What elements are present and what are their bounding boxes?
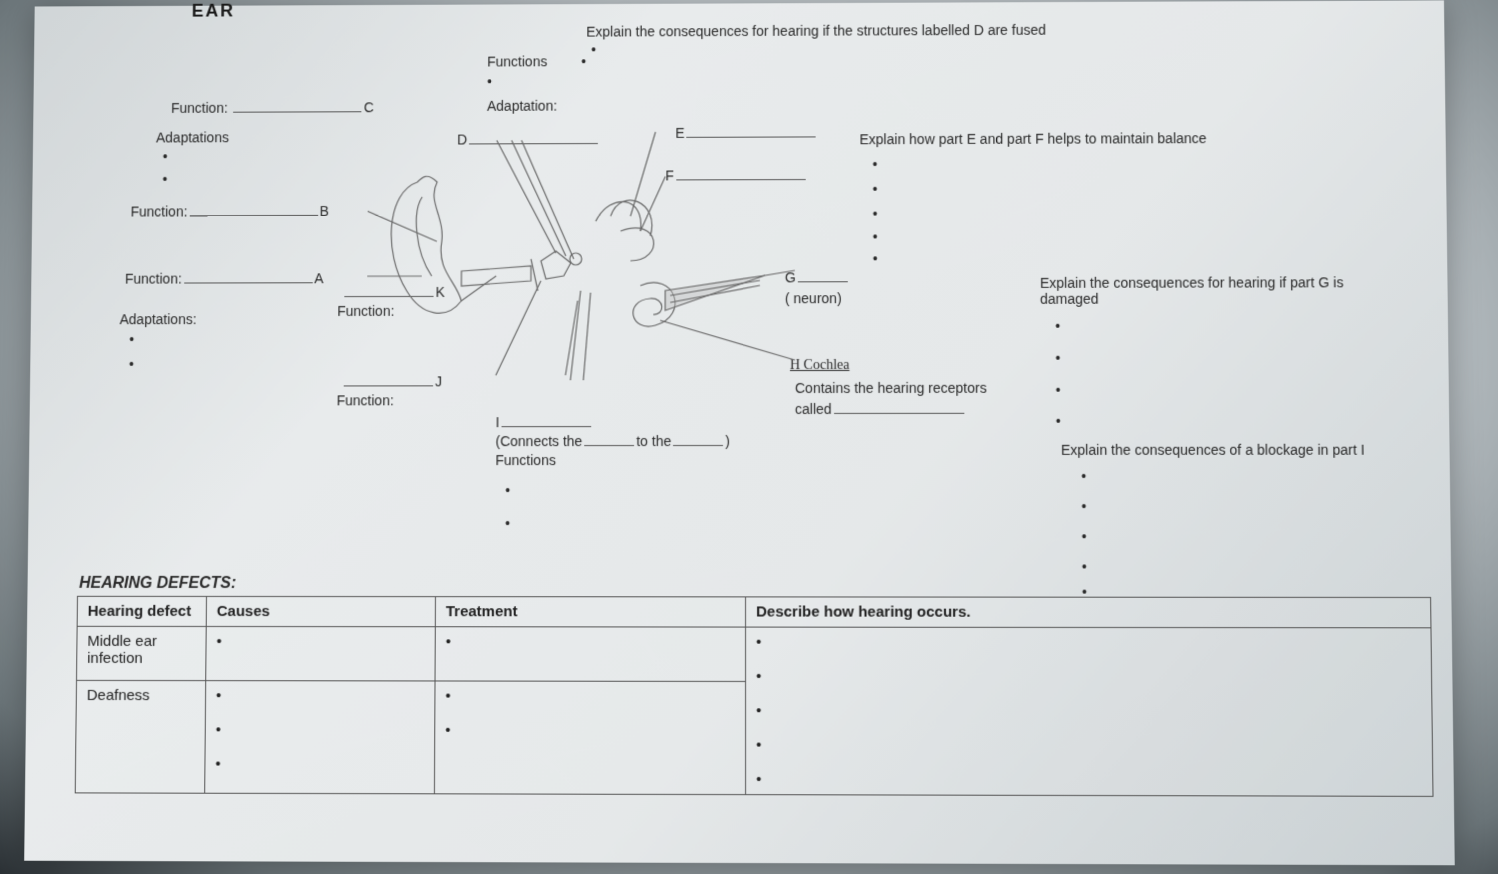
- bullet: [591, 41, 602, 57]
- col-describe: Describe how hearing occurs.: [746, 597, 1431, 628]
- bullet: [1082, 528, 1093, 544]
- bullet: [1056, 382, 1067, 398]
- bullet: [872, 156, 883, 172]
- bullet: [873, 228, 884, 244]
- label-function-b: Function:B: [131, 202, 330, 219]
- defects-table: Hearing defect Causes Treatment Describe…: [75, 596, 1434, 797]
- cell-treatment: ••: [434, 681, 745, 795]
- text: Function:: [171, 100, 228, 116]
- bullet: [873, 181, 884, 197]
- bullet: [873, 250, 884, 266]
- table-header-row: Hearing defect Causes Treatment Describe…: [77, 596, 1431, 628]
- h-text2: called: [795, 400, 966, 417]
- adaptations-a: Adaptations:: [120, 311, 197, 327]
- col-causes: Causes: [206, 596, 435, 626]
- label-function-c: Function: C: [171, 98, 374, 115]
- bullet: [1081, 498, 1092, 514]
- label-adaptation-c: Adaptation:: [487, 98, 557, 114]
- cell-treatment: •: [435, 627, 746, 682]
- table-row: Middle ear infection • • •••••: [77, 626, 1432, 682]
- label-function-a: Function:A: [125, 269, 324, 286]
- question-ef: Explain how part E and part F helps to m…: [859, 130, 1206, 147]
- h-text1: Contains the hearing receptors: [795, 380, 987, 396]
- letter-c: C: [364, 99, 374, 115]
- bullet: [1055, 350, 1066, 366]
- question-d: Explain the consequences for hearing if …: [586, 22, 1046, 40]
- bullet: [162, 171, 173, 187]
- question-g: Explain the consequences for hearing if …: [1040, 274, 1372, 307]
- cell-describe: •••••: [746, 627, 1433, 796]
- cell-causes: •••: [205, 680, 435, 793]
- title-fragment: EAR: [192, 1, 235, 22]
- bullet: [1082, 558, 1093, 574]
- bullet: [1056, 413, 1067, 429]
- bullet: [505, 515, 516, 531]
- cell-causes: •: [206, 626, 436, 680]
- bullet: [581, 53, 592, 69]
- label-function-j: Function:: [337, 392, 394, 408]
- bullet: [129, 356, 140, 372]
- i-connects: (Connects theto the): [495, 432, 729, 449]
- cell-defect: Middle ear infection: [77, 626, 207, 680]
- bullet: [1055, 318, 1066, 334]
- ear-diagram: [367, 121, 845, 380]
- worksheet-paper: EAR Explain the consequences for hearing…: [24, 0, 1455, 865]
- letter-i: I: [496, 413, 594, 430]
- bullet: [1081, 468, 1092, 484]
- bullet: [487, 73, 498, 89]
- functions-heading-c: Functions: [487, 53, 547, 69]
- i-functions: Functions: [495, 452, 556, 468]
- question-i: Explain the consequences of a blockage i…: [1061, 442, 1365, 458]
- bullet: [873, 206, 884, 222]
- adaptations-heading: Adaptations: [156, 129, 229, 145]
- col-defect: Hearing defect: [77, 596, 206, 626]
- bullet: [129, 331, 140, 347]
- bullet: [505, 482, 516, 498]
- bullet: [163, 148, 174, 164]
- col-treatment: Treatment: [435, 597, 745, 627]
- defects-heading: HEARING DEFECTS:: [79, 575, 236, 593]
- cell-defect: Deafness: [75, 680, 205, 793]
